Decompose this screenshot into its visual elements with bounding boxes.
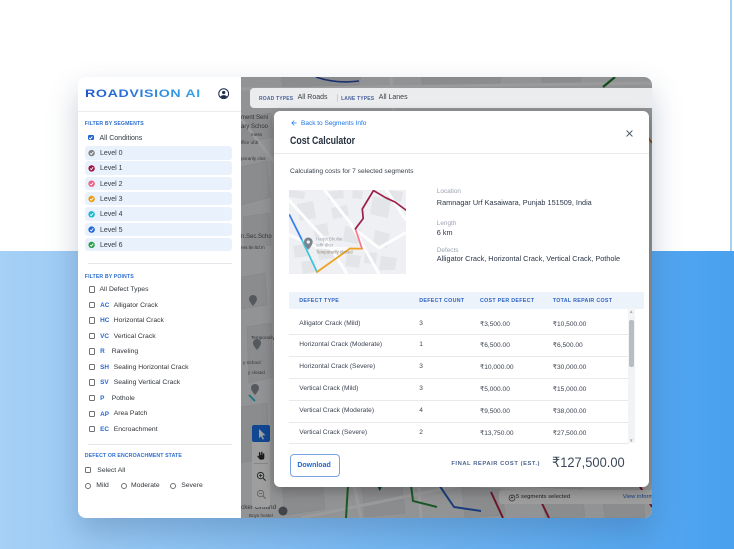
svg-text:cker Ground: cker Ground [241, 504, 277, 511]
svg-text:y School: y School [243, 360, 261, 365]
svg-text:porarily clos: porarily clos [241, 156, 266, 161]
svg-text:ment Seni: ment Seni [241, 115, 268, 121]
svg-text:Temporarily closed: Temporarily closed [316, 250, 353, 255]
svg-text:Harjot Bhullar: Harjot Bhullar [316, 237, 343, 242]
svg-text:y closed: y closed [248, 370, 265, 375]
svg-text:Temporarily: Temporarily [251, 335, 275, 340]
svg-text:ffice ufdt: ffice ufdt [241, 140, 259, 145]
svg-text:odfr dksr: odfr dksr [316, 243, 334, 248]
svg-text:res ltn.ltd.m: res ltn.ltd.m [241, 245, 265, 250]
svg-text:Boys hostel: Boys hostel [249, 513, 273, 518]
svg-text:ary Schoo: ary Schoo [241, 124, 269, 130]
svg-text:n.Sec.Scho: n.Sec.Scho [241, 234, 272, 240]
svg-text:mess: mess [251, 132, 263, 137]
